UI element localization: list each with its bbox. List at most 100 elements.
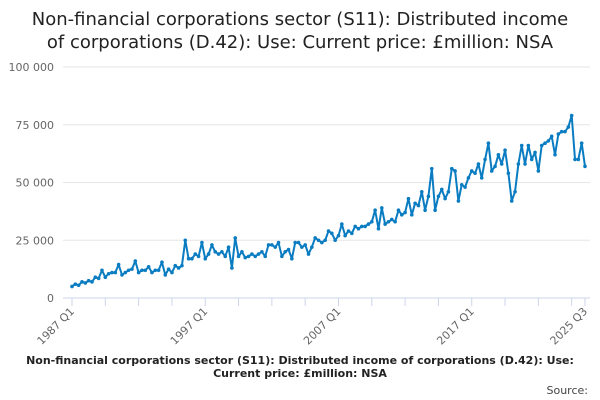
data-point: [113, 270, 118, 275]
data-point: [320, 240, 324, 245]
data-point: [123, 270, 128, 275]
data-point: [230, 266, 234, 270]
data-point: [443, 196, 447, 201]
data-point: [300, 245, 304, 249]
data-point: [399, 213, 404, 217]
y-tick-label: 50 000: [16, 177, 55, 190]
x-axis-label: Non-financial corporations sector (S11):…: [26, 354, 574, 380]
data-point: [203, 256, 208, 261]
data-point: [489, 169, 494, 173]
data-point: [383, 222, 387, 226]
data-point: [479, 176, 484, 180]
data-point: [433, 208, 437, 213]
data-point: [176, 266, 181, 270]
data-point: [270, 243, 274, 247]
data-point: [166, 267, 171, 271]
data-point: [569, 113, 574, 118]
data-point: [253, 254, 258, 259]
x-tick-label: 1997 Q1: [168, 305, 211, 348]
data-point: [330, 231, 334, 236]
data-point: [190, 256, 194, 261]
x-tick-label: 2017 Q1: [434, 305, 477, 348]
x-tick-label: 2007 Q1: [301, 305, 344, 348]
data-point: [529, 157, 534, 162]
data-point: [160, 260, 164, 264]
data-point: [486, 141, 491, 146]
data-point: [406, 196, 411, 201]
series-line: [71, 114, 586, 288]
data-point: [509, 199, 514, 203]
x-tick-label: 2025 Q3: [548, 305, 591, 348]
data-point: [140, 268, 144, 273]
data-point: [170, 270, 174, 275]
data-point: [130, 267, 134, 271]
data-point: [393, 219, 397, 224]
data-point: [576, 157, 581, 162]
data-point: [243, 255, 248, 260]
data-point: [539, 143, 544, 148]
data-point: [466, 176, 471, 180]
data-point: [503, 148, 507, 152]
data-point: [409, 213, 414, 217]
data-point: [240, 250, 244, 254]
data-point: [506, 171, 511, 176]
data-point: [346, 229, 351, 233]
data-point: [523, 162, 527, 166]
data-point: [556, 132, 561, 136]
data-point: [103, 275, 108, 280]
data-point: [323, 238, 327, 243]
data-point: [233, 236, 238, 240]
data-point: [186, 256, 191, 261]
data-point: [376, 226, 381, 231]
data-point: [559, 129, 564, 134]
chart-title-line-1: Non-financial corporations sector (S11):…: [31, 9, 569, 30]
data-point: [386, 219, 391, 224]
data-point: [76, 283, 81, 288]
data-point: [583, 164, 587, 169]
data-point: [280, 254, 284, 259]
data-point: [213, 250, 218, 254]
chart-title: Non-financial corporations sector (S11):…: [0, 8, 600, 54]
data-point: [413, 201, 417, 206]
data-point: [553, 152, 557, 157]
data-point: [579, 141, 584, 146]
data-point: [533, 150, 537, 155]
data-point: [206, 252, 211, 256]
data-point: [306, 252, 311, 256]
data-point: [316, 238, 321, 243]
data-point: [493, 164, 497, 169]
data-point: [70, 284, 74, 289]
data-point: [499, 162, 504, 166]
data-point: [210, 243, 214, 247]
data-point: [536, 169, 541, 173]
data-point: [476, 162, 481, 166]
data-point: [200, 240, 204, 245]
data-point: [126, 268, 131, 273]
data-point: [80, 280, 84, 284]
data-point: [573, 157, 577, 162]
x-tick-label: 1987 Q1: [35, 305, 78, 348]
data-point: [180, 263, 184, 268]
data-point: [96, 276, 101, 281]
data-point: [150, 270, 154, 275]
data-point: [336, 233, 341, 238]
data-point: [90, 280, 94, 284]
data-point: [276, 240, 281, 245]
y-tick-label: 100 000: [9, 61, 55, 74]
data-point: [86, 278, 91, 283]
data-point: [133, 259, 138, 263]
data-point: [360, 224, 364, 229]
data-point: [566, 125, 571, 129]
data-point: [266, 243, 271, 247]
data-point: [303, 243, 307, 247]
data-point: [340, 222, 344, 226]
data-point: [459, 183, 464, 187]
data-point: [370, 219, 374, 224]
data-point: [196, 254, 201, 259]
data-point: [250, 252, 254, 256]
data-point: [456, 199, 461, 203]
data-point: [116, 262, 121, 267]
data-point: [483, 157, 487, 162]
data-point: [419, 189, 424, 194]
chart-title-line-2: of corporations (D.42): Use: Current pri…: [46, 32, 554, 53]
